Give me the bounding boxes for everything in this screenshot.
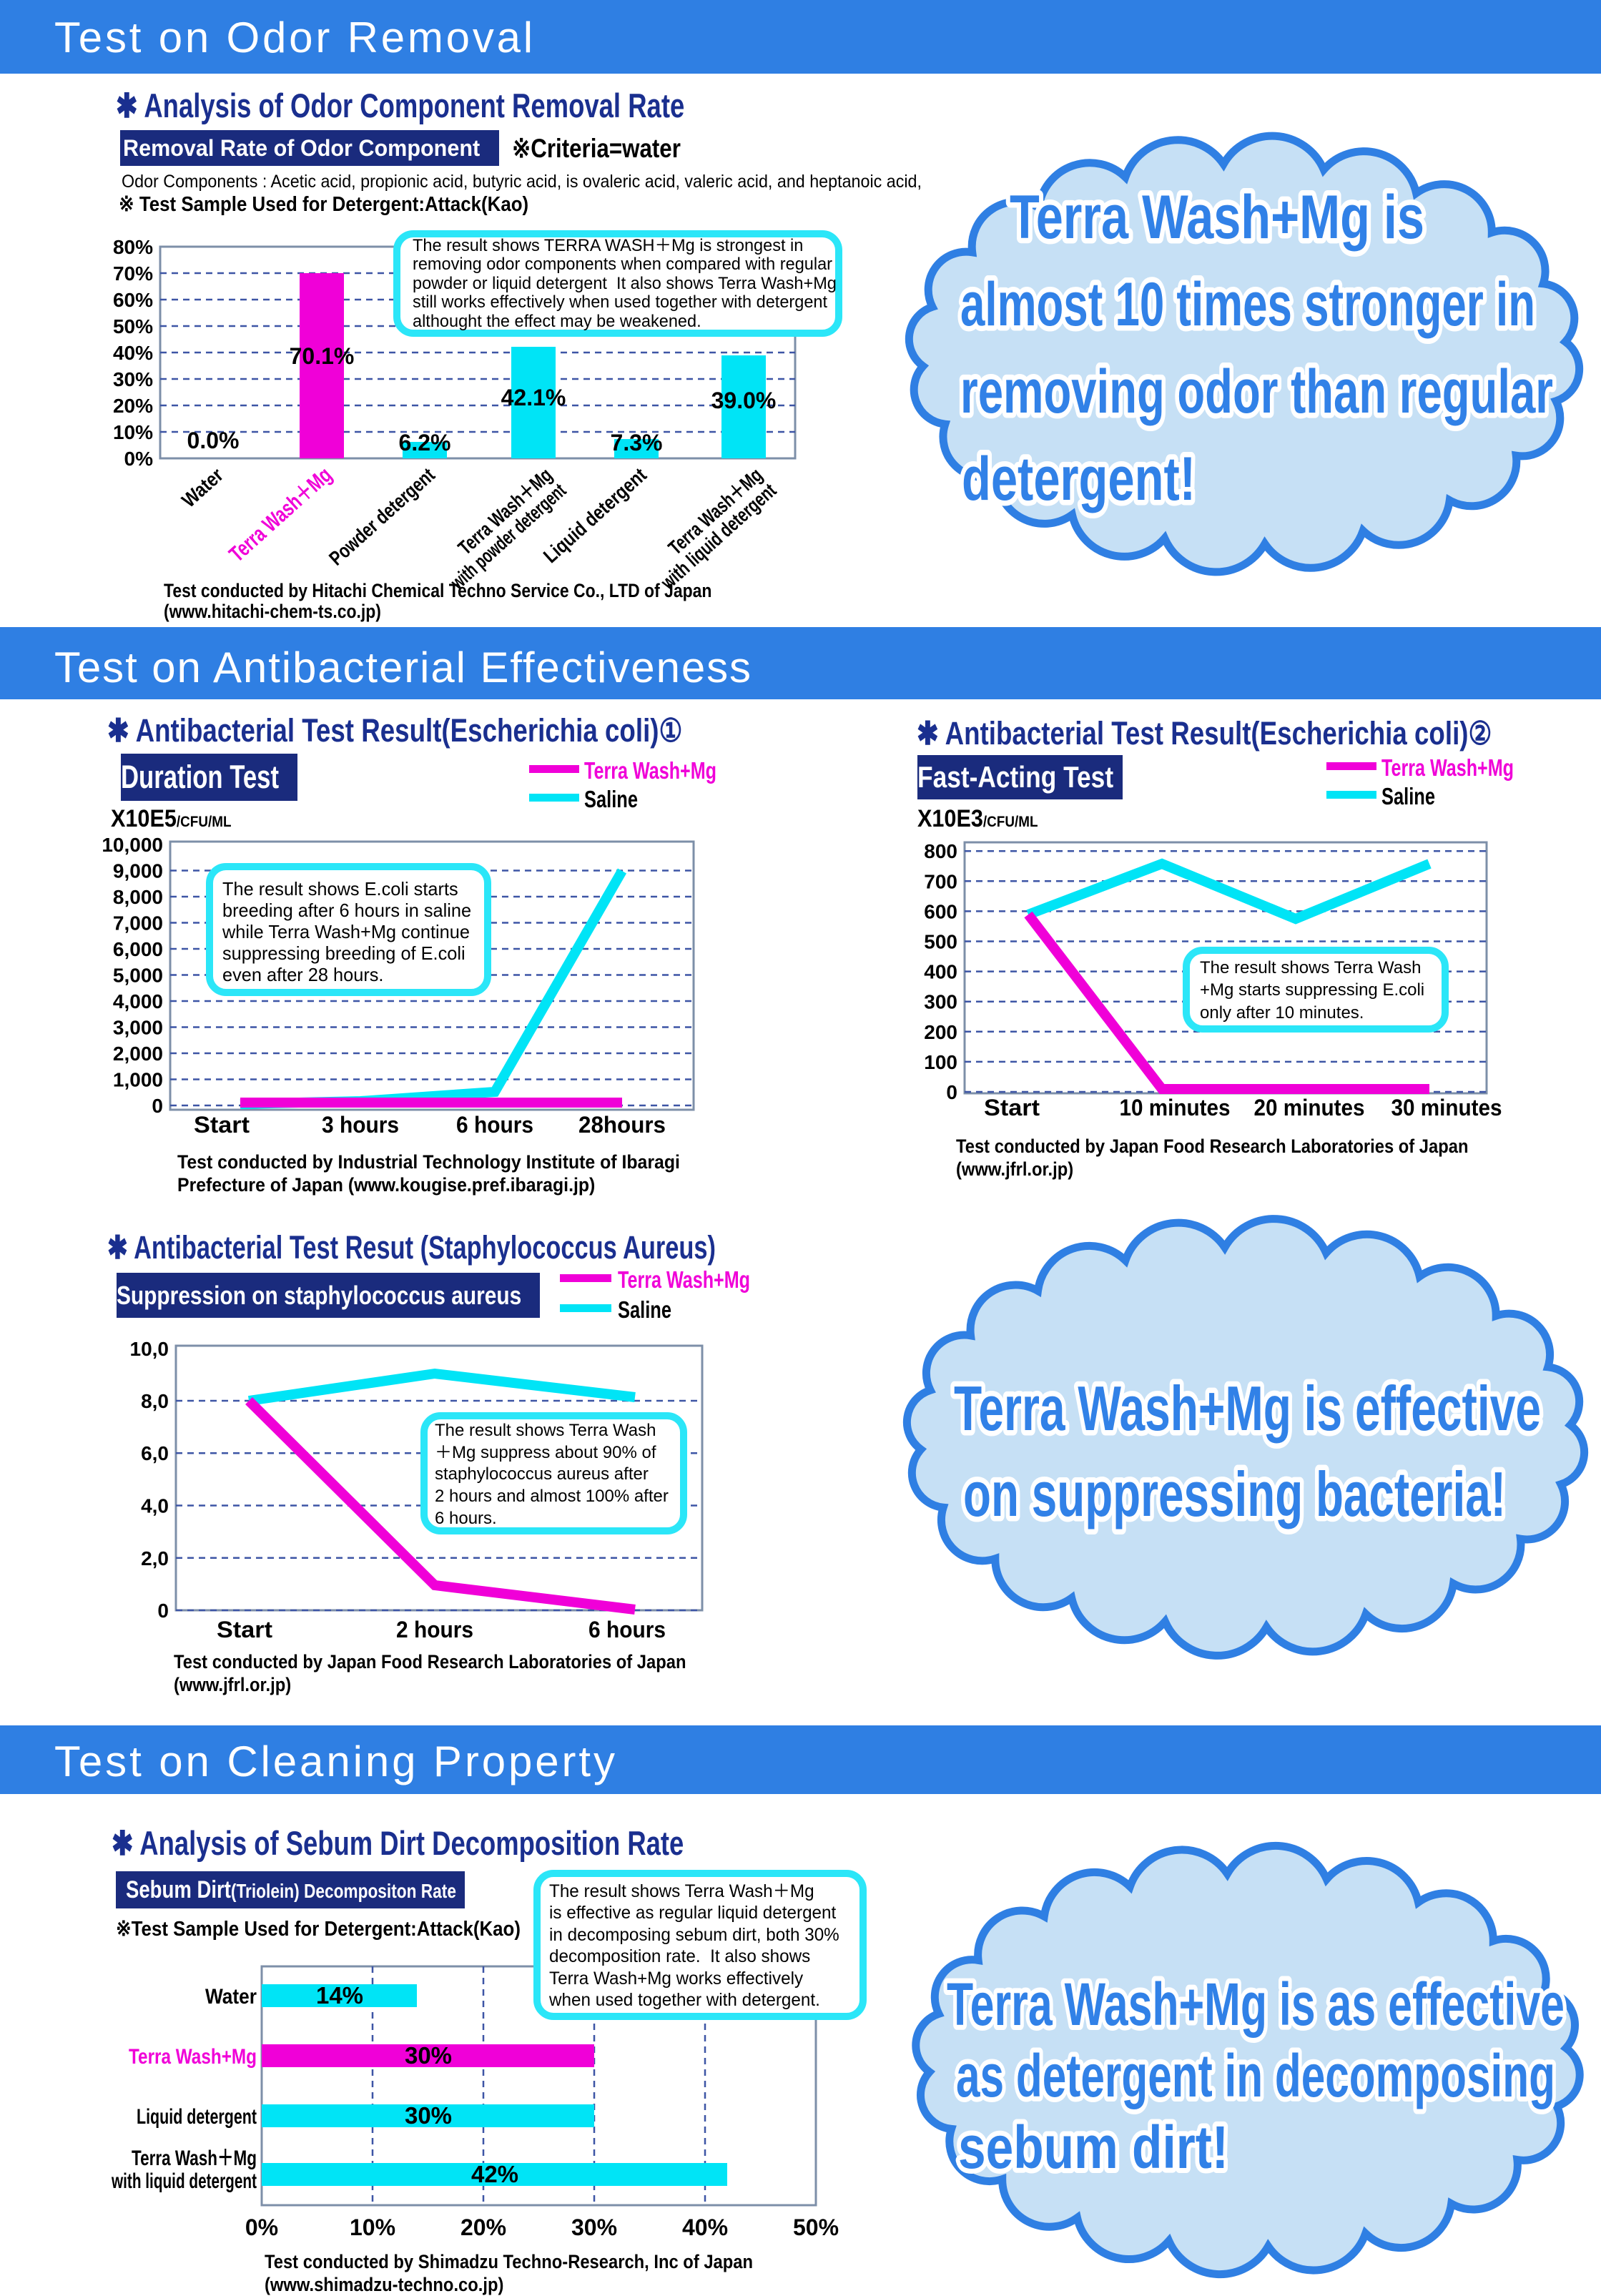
svg-text:6,000: 6,000 [113, 938, 163, 960]
svg-text:Terra Wash+Mg: Terra Wash+Mg [129, 2045, 257, 2069]
svg-text:8,0: 8,0 [141, 1390, 169, 1412]
svg-text:30%: 30% [571, 2214, 617, 2240]
svg-text:42.1%: 42.1% [501, 385, 566, 410]
svg-text:0%: 0% [245, 2214, 278, 2240]
svg-text:30%: 30% [405, 2042, 452, 2069]
svg-text:300: 300 [924, 991, 957, 1013]
svg-text:30%: 30% [113, 368, 153, 390]
svg-text:0%: 0% [124, 448, 154, 470]
svg-text:40%: 40% [682, 2214, 728, 2240]
svg-text:4,0: 4,0 [141, 1495, 169, 1517]
svg-text:2 hours: 2 hours [396, 1617, 473, 1642]
svg-text:removing odor than regular: removing odor than regular [960, 358, 1553, 426]
svg-text:30%: 30% [405, 2102, 452, 2129]
svg-text:Start: Start [984, 1095, 1040, 1120]
svg-text:4,000: 4,000 [113, 990, 163, 1012]
svg-text:30 minutes: 30 minutes [1391, 1095, 1502, 1120]
svg-text:with liquid detergent: with liquid detergent [111, 2169, 257, 2193]
svg-text:200: 200 [924, 1021, 957, 1043]
svg-text:70.1%: 70.1% [290, 343, 355, 369]
svg-text:14%: 14% [316, 1982, 363, 2009]
svg-text:sebum dirt!: sebum dirt! [958, 2114, 1228, 2181]
svg-text:5,000: 5,000 [113, 965, 163, 987]
svg-text:Terra Wash+Mg is effective: Terra Wash+Mg is effective [954, 1373, 1541, 1444]
svg-text:Saline: Saline [1381, 783, 1435, 809]
svg-text:20 minutes: 20 minutes [1254, 1095, 1365, 1120]
svg-text:2,000: 2,000 [113, 1043, 163, 1065]
svg-text:20%: 20% [460, 2214, 506, 2240]
svg-text:9,000: 9,000 [113, 860, 163, 882]
svg-text:0.0%: 0.0% [187, 428, 240, 453]
svg-text:10,000: 10,000 [102, 834, 163, 856]
svg-text:0: 0 [157, 1600, 169, 1622]
svg-text:Terra Wash+Mg: Terra Wash+Mg [618, 1266, 750, 1293]
svg-text:3 hours: 3 hours [322, 1112, 399, 1138]
svg-text:42%: 42% [471, 2161, 518, 2187]
svg-text:10%: 10% [350, 2214, 395, 2240]
svg-text:100: 100 [924, 1051, 957, 1073]
svg-text:Water: Water [205, 1985, 257, 2009]
svg-text:600: 600 [924, 900, 957, 922]
svg-text:700: 700 [924, 870, 957, 892]
svg-text:6.2%: 6.2% [399, 430, 451, 455]
svg-text:Terra Wash+Mg: Terra Wash+Mg [1381, 754, 1514, 781]
svg-text:6,0: 6,0 [141, 1442, 169, 1464]
svg-text:Saline: Saline [584, 786, 638, 812]
svg-text:detergent!: detergent! [962, 445, 1196, 513]
svg-text:8,000: 8,000 [113, 886, 163, 908]
svg-text:800: 800 [924, 840, 957, 862]
svg-text:Terra Wash+Mg: Terra Wash+Mg [584, 757, 716, 784]
svg-text:70%: 70% [113, 262, 153, 285]
svg-text:60%: 60% [113, 289, 153, 311]
svg-text:39.0%: 39.0% [711, 388, 777, 413]
svg-text:3,000: 3,000 [113, 1017, 163, 1039]
svg-text:6 hours: 6 hours [456, 1112, 533, 1138]
svg-text:1,000: 1,000 [113, 1069, 163, 1091]
svg-text:20%: 20% [113, 395, 153, 417]
svg-text:7.3%: 7.3% [611, 430, 663, 455]
svg-text:0: 0 [152, 1095, 163, 1117]
svg-text:Terra Wash+Mg is: Terra Wash+Mg is [1010, 183, 1424, 252]
svg-text:Start: Start [194, 1112, 250, 1138]
svg-text:Terra Wash＋Mg: Terra Wash＋Mg [132, 2147, 257, 2170]
svg-text:50%: 50% [113, 315, 153, 337]
svg-text:0: 0 [946, 1081, 957, 1103]
svg-text:10%: 10% [113, 421, 153, 443]
svg-text:10,0: 10,0 [130, 1338, 169, 1360]
svg-text:Terra Wash+Mg is as effective: Terra Wash+Mg is as effective [947, 1971, 1565, 2038]
svg-text:400: 400 [924, 961, 957, 983]
svg-text:6 hours: 6 hours [588, 1617, 666, 1642]
svg-text:80%: 80% [113, 236, 153, 258]
svg-text:Liquid detergent: Liquid detergent [137, 2105, 257, 2129]
svg-text:2,0: 2,0 [141, 1547, 169, 1570]
svg-text:as detergent in decomposing: as detergent in decomposing [956, 2042, 1555, 2109]
svg-text:Saline: Saline [618, 1296, 671, 1323]
svg-text:7,000: 7,000 [113, 912, 163, 935]
svg-text:40%: 40% [113, 342, 153, 364]
svg-text:28hours: 28hours [578, 1112, 666, 1138]
svg-text:500: 500 [924, 931, 957, 953]
svg-text:on suppressing bacteria!: on suppressing bacteria! [963, 1459, 1506, 1529]
svg-text:Start: Start [217, 1617, 272, 1642]
svg-text:10 minutes: 10 minutes [1120, 1095, 1231, 1120]
svg-text:50%: 50% [793, 2214, 839, 2240]
svg-text:almost 10 times stronger in: almost 10 times stronger in [960, 270, 1535, 339]
